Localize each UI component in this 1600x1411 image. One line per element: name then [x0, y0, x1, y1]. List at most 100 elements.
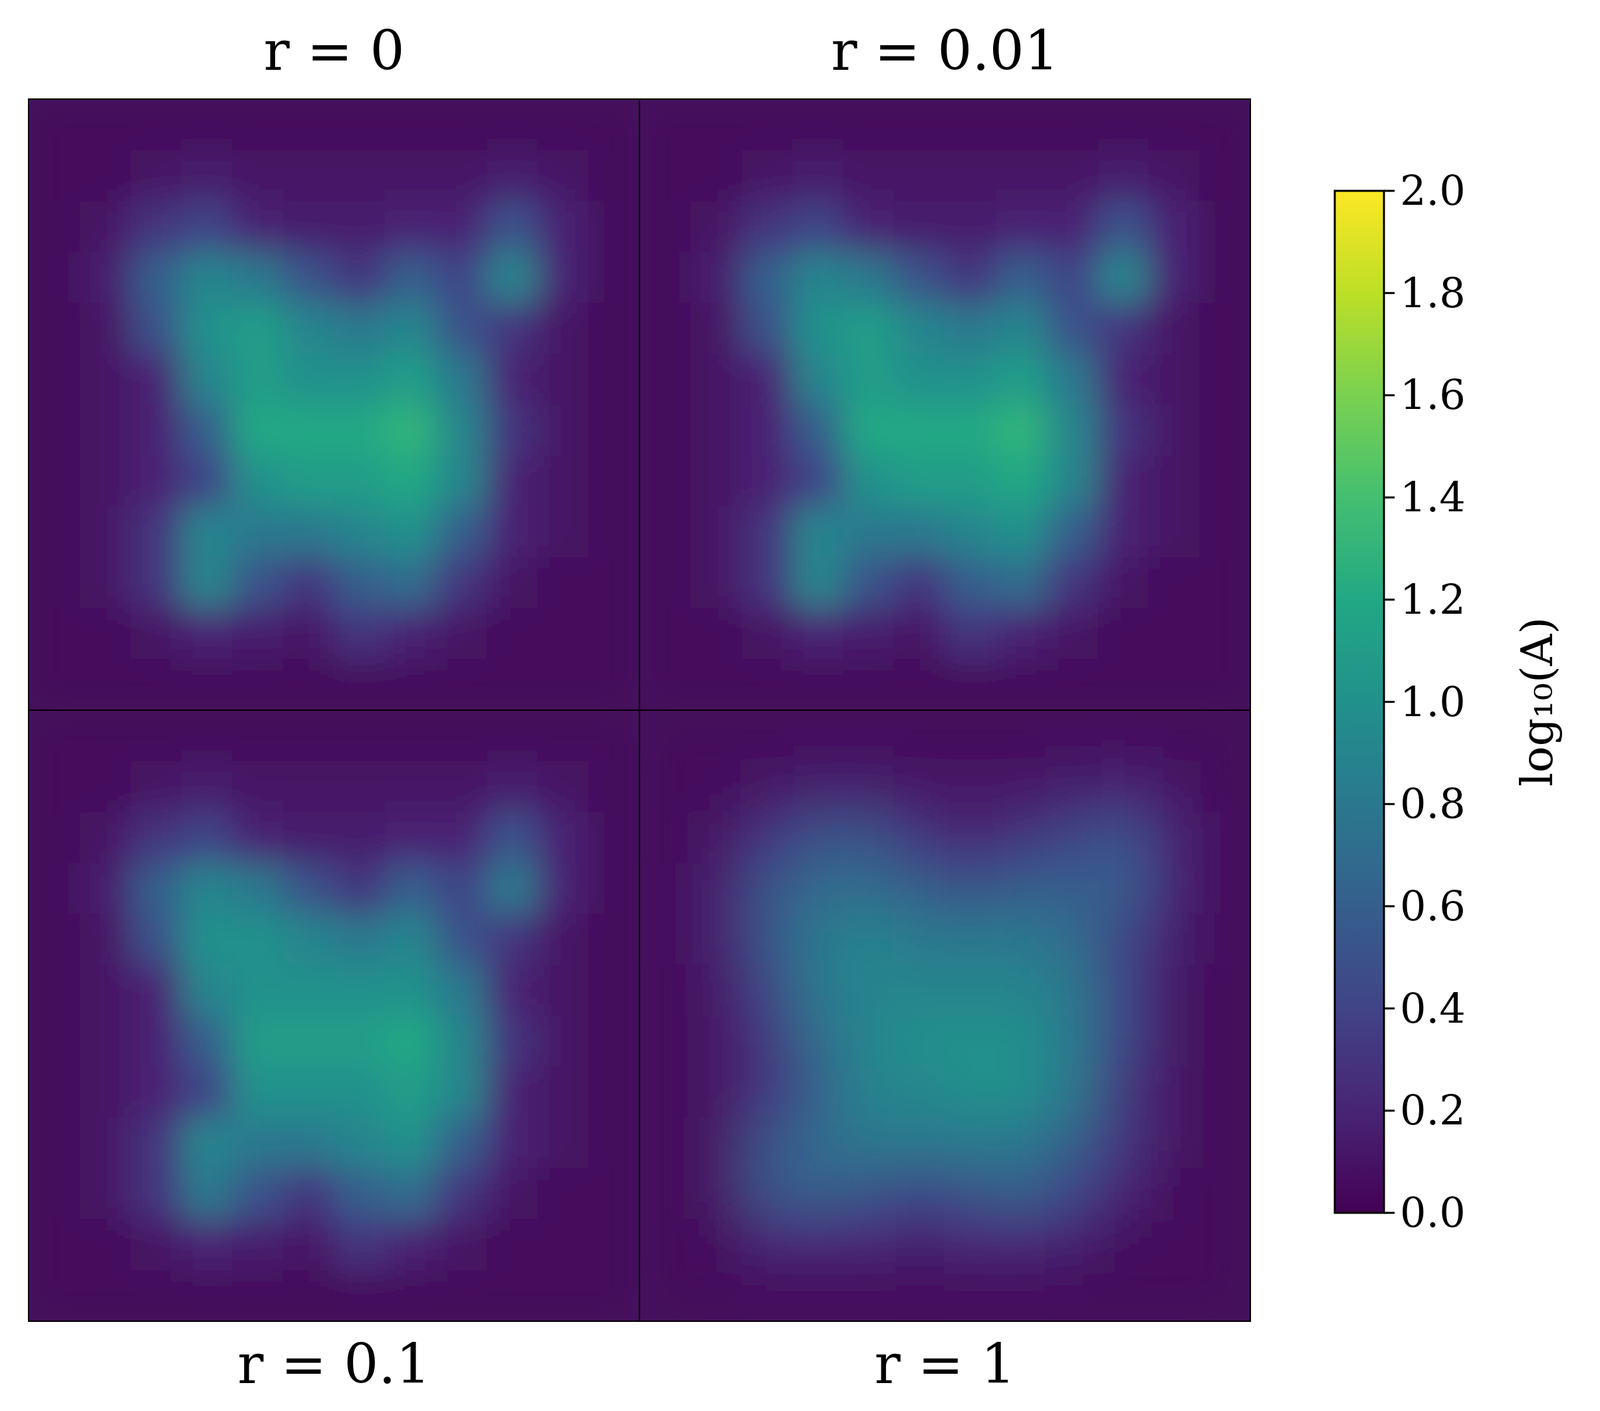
cell	[792, 150, 845, 203]
cell	[436, 404, 488, 457]
cell	[1148, 913, 1201, 966]
cell	[231, 353, 284, 406]
cell	[945, 709, 998, 762]
cell	[283, 1269, 336, 1321]
cell	[79, 1015, 132, 1068]
cell	[945, 964, 998, 1017]
cell	[945, 455, 998, 508]
cell	[1097, 608, 1150, 661]
cell	[842, 608, 895, 661]
cell	[1199, 455, 1251, 508]
cell	[741, 811, 794, 864]
colorbar-tick-label: 1.2	[1399, 574, 1466, 624]
cell	[1097, 353, 1150, 406]
colorbar-tick-label: 2.0	[1399, 166, 1466, 215]
cell	[334, 608, 387, 661]
cell	[945, 506, 998, 559]
cell	[1097, 506, 1150, 559]
cell	[842, 658, 895, 710]
cell	[842, 150, 895, 203]
cell	[842, 1015, 895, 1068]
colorbar-tick-label: 0.4	[1399, 983, 1466, 1033]
cell	[130, 1015, 183, 1068]
cell	[894, 811, 946, 864]
cell	[995, 1269, 1048, 1321]
cells-clip	[28, 709, 640, 1321]
cell	[995, 455, 1048, 508]
cell	[690, 761, 743, 813]
cell	[486, 455, 539, 508]
cell	[690, 1269, 743, 1321]
cell	[894, 1117, 946, 1170]
cell	[1046, 150, 1099, 203]
cell	[28, 658, 81, 710]
cell	[1097, 709, 1150, 762]
cell	[1199, 1219, 1251, 1271]
cell	[283, 99, 336, 151]
cell	[28, 1219, 81, 1271]
cell	[436, 455, 488, 508]
cell	[741, 557, 794, 609]
cell	[537, 913, 590, 966]
cell	[79, 557, 132, 609]
cell	[537, 1219, 590, 1271]
cell	[1046, 658, 1099, 710]
cell	[842, 506, 895, 559]
cell	[995, 404, 1048, 457]
cell	[741, 1066, 794, 1119]
cell	[690, 1117, 743, 1170]
cell	[79, 404, 132, 457]
cell	[334, 1117, 387, 1170]
cell	[537, 251, 590, 304]
cell	[130, 1167, 183, 1220]
cell	[945, 1015, 998, 1068]
cell	[334, 964, 387, 1017]
cell	[28, 150, 81, 203]
cell	[894, 658, 946, 710]
cell	[945, 811, 998, 864]
cell	[1199, 353, 1251, 406]
cell	[1148, 1219, 1201, 1271]
cell	[690, 1167, 743, 1220]
cell	[792, 709, 845, 762]
cell	[792, 862, 845, 915]
colorbar-tick	[1383, 1211, 1395, 1214]
cell	[436, 1167, 488, 1220]
cell	[334, 1219, 387, 1271]
cell	[436, 1219, 488, 1271]
cell	[436, 913, 488, 966]
cell	[537, 1117, 590, 1170]
colorbar: 0.00.20.40.60.81.01.21.41.61.82.0log₁₀(A…	[1334, 166, 1563, 1237]
colorbar-tick	[1383, 190, 1395, 193]
panel-frame	[639, 709, 1251, 1321]
colorbar-tick-label: 0.0	[1399, 1187, 1466, 1237]
cell	[792, 1269, 845, 1321]
cell	[588, 862, 640, 915]
cell	[436, 1015, 488, 1068]
cell	[588, 302, 640, 355]
cell	[588, 913, 640, 966]
cell	[231, 251, 284, 304]
cell	[894, 1167, 946, 1220]
cell	[79, 1167, 132, 1220]
cell	[639, 1117, 692, 1170]
cell	[639, 557, 692, 609]
cell	[231, 1066, 284, 1119]
cell	[1097, 1167, 1150, 1220]
cell	[1097, 811, 1150, 864]
cell	[231, 506, 284, 559]
cell	[384, 964, 437, 1017]
cell	[283, 251, 336, 304]
panel	[28, 99, 641, 711]
cell	[792, 404, 845, 457]
cell	[945, 251, 998, 304]
cell	[283, 1117, 336, 1170]
cell	[79, 1117, 132, 1170]
cell	[894, 1066, 946, 1119]
cell	[181, 913, 234, 966]
cell	[334, 99, 387, 151]
panel-frame	[639, 99, 1251, 710]
cell	[1199, 862, 1251, 915]
cell	[690, 150, 743, 203]
cell	[283, 709, 336, 762]
